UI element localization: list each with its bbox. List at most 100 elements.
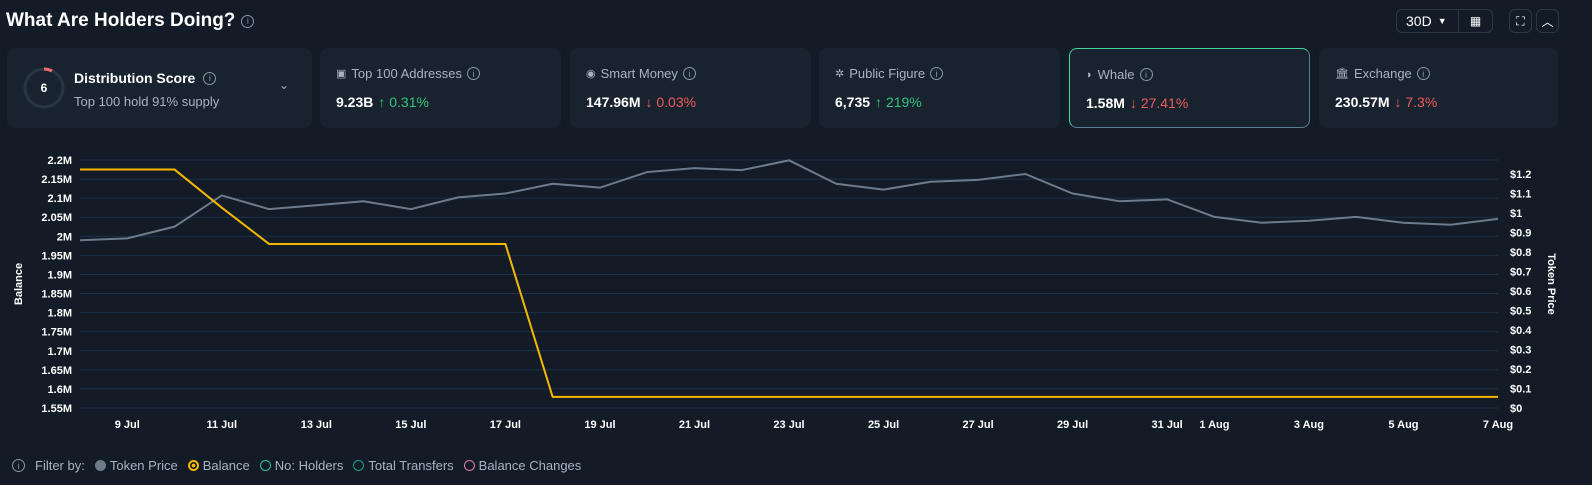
distribution-subtitle: Top 100 hold 91% supply	[74, 94, 220, 109]
right-tick-label: $0.2	[1510, 364, 1531, 376]
balance-line	[80, 168, 1498, 398]
card-label: Top 100 Addresses	[351, 66, 462, 81]
left-tick-label: 1.9M	[48, 269, 72, 281]
arrow-down-icon: ↓	[1394, 94, 1402, 110]
filter-balance[interactable]: Balance	[187, 458, 250, 473]
left-axis-label: Balance	[13, 263, 25, 305]
change-value: 7.3%	[1405, 94, 1438, 110]
x-tick-label: 21 Jul	[679, 419, 710, 431]
left-tick-label: 1.75M	[41, 327, 72, 339]
filter-legend: i Filter by: Token Price Balance No: Holde…	[12, 458, 581, 473]
info-icon[interactable]: i	[241, 14, 255, 28]
range-value: 30D	[1406, 13, 1432, 29]
card-smart-money[interactable]: ◉ Smart Money i 147.96M ↓ 0.03%	[570, 48, 811, 128]
info-icon[interactable]: i	[12, 459, 25, 472]
left-tick-label: 2.1M	[48, 193, 72, 205]
info-icon[interactable]: i	[1416, 67, 1430, 80]
score-value: 6	[41, 81, 48, 95]
info-icon[interactable]: i	[466, 67, 480, 80]
calendar-icon[interactable]: ▦	[1469, 14, 1482, 28]
card-label: Exchange	[1353, 66, 1412, 81]
change-value: 0.03%	[656, 94, 697, 110]
filter-balance-changes[interactable]: Balance Changes	[463, 458, 582, 473]
x-tick-label: 17 Jul	[490, 419, 521, 431]
star-person-icon: ✲	[835, 68, 845, 80]
card-value: 147.96M	[586, 94, 641, 110]
filter-no-holders[interactable]: No: Holders	[259, 458, 343, 473]
right-tick-label: $0.5	[1510, 306, 1531, 318]
filter-item-label: Balance	[202, 458, 250, 473]
card-whale[interactable]: ◗ Whale i 1.58M ↓ 27.41%	[1069, 48, 1310, 128]
x-tick-label: 7 Aug	[1483, 419, 1513, 431]
card-value: 230.57M	[1335, 94, 1390, 110]
card-exchange[interactable]: 🏛 Exchange i 230.57M ↓ 7.3%	[1319, 48, 1558, 128]
distribution-score-card[interactable]: 6 Distribution Score i Top 100 hold 91% s…	[7, 48, 312, 128]
change-value: 27.41%	[1140, 95, 1189, 111]
info-icon[interactable]: i	[203, 71, 217, 85]
left-tick-label: 1.55M	[41, 403, 72, 415]
card-change: ↓ 27.41%	[1130, 95, 1188, 111]
x-tick-label: 19 Jul	[584, 419, 615, 431]
right-axis-label: Token Price	[1545, 253, 1557, 315]
x-tick-label: 29 Jul	[1057, 419, 1088, 431]
x-tick-label: 31 Jul	[1152, 419, 1183, 431]
chart: 1.55M 1.6M 1.65M 1.7M 1.75M 1.8M 1.85M 1.9M 1.95…	[13, 155, 1557, 431]
card-change: ↓ 0.03%	[645, 94, 696, 110]
right-tick-label: $0.1	[1510, 384, 1531, 396]
card-public-figure[interactable]: ✲ Public Figure i 6,735 ↑ 219%	[819, 48, 1060, 128]
left-tick-label: 1.7M	[48, 346, 72, 358]
x-tick-label: 27 Jul	[962, 419, 993, 431]
left-tick-label: 1.8M	[48, 308, 72, 320]
info-icon[interactable]: i	[1139, 68, 1153, 81]
chevron-down-icon[interactable]: ⌄	[279, 78, 290, 92]
filter-item-label: Token Price	[109, 458, 178, 473]
card-change: ↑ 0.31%	[378, 94, 429, 110]
left-tick-label: 2.2M	[48, 155, 72, 167]
x-tick-label: 15 Jul	[395, 419, 426, 431]
filter-total-transfers[interactable]: Total Transfers	[353, 458, 454, 473]
arrow-up-icon: ↑	[378, 94, 386, 110]
legend-dot-icon	[94, 460, 106, 471]
x-tick-label: 5 Aug	[1388, 419, 1418, 431]
right-tick-label: $0.6	[1510, 286, 1531, 298]
bank-icon: 🏛	[1335, 68, 1349, 80]
right-tick-label: $0.7	[1510, 267, 1531, 279]
card-value: 1.58M	[1086, 95, 1125, 111]
right-tick-label: $1	[1510, 208, 1522, 220]
info-icon[interactable]: i	[930, 67, 944, 80]
card-value: 9.23B	[336, 94, 374, 110]
left-tick-label: 2.15M	[41, 174, 72, 186]
x-tick-label: 23 Jul	[773, 419, 804, 431]
distribution-title: Distribution Score	[74, 70, 196, 86]
card-label: Public Figure	[849, 66, 926, 81]
filter-label: Filter by:	[35, 458, 85, 473]
x-tick-label: 1 Aug	[1199, 419, 1229, 431]
fullscreen-button[interactable]: ⛶	[1509, 9, 1532, 33]
arrow-up-icon: ↑	[875, 94, 883, 110]
right-tick-label: $0.8	[1510, 247, 1531, 259]
collapse-button[interactable]: ︿	[1536, 9, 1559, 33]
card-change: ↓ 7.3%	[1394, 94, 1437, 110]
x-tick-label: 13 Jul	[301, 419, 332, 431]
card-value: 6,735	[835, 94, 871, 110]
right-tick-label: $0.9	[1510, 228, 1531, 240]
arrow-down-icon: ↓	[645, 94, 653, 110]
range-dropdown[interactable]: 30D ▼	[1397, 10, 1459, 32]
wallet-icon: ▣	[336, 68, 347, 80]
sunglasses-icon: ◉	[586, 68, 596, 80]
filter-token-price[interactable]: Token Price	[94, 458, 178, 473]
whale-icon: ◗	[1086, 68, 1093, 81]
filter-item-label: Balance Changes	[478, 458, 582, 473]
left-tick-label: 1.65M	[41, 365, 72, 377]
score-ring: 6	[23, 67, 65, 109]
right-tick-label: $0	[1510, 403, 1522, 415]
left-tick-label: 2M	[57, 231, 72, 243]
card-top-100-addresses[interactable]: ▣ Top 100 Addresses i 9.23B ↑ 0.31%	[320, 48, 561, 128]
change-value: 0.31%	[389, 94, 429, 110]
range-control: 30D ▼ ▦	[1396, 9, 1493, 33]
legend-dot-icon	[353, 460, 365, 471]
x-tick-label: 9 Jul	[115, 419, 140, 431]
left-tick-label: 1.85M	[41, 289, 72, 301]
right-tick-label: $0.4	[1510, 325, 1532, 337]
info-icon[interactable]: i	[682, 67, 696, 80]
